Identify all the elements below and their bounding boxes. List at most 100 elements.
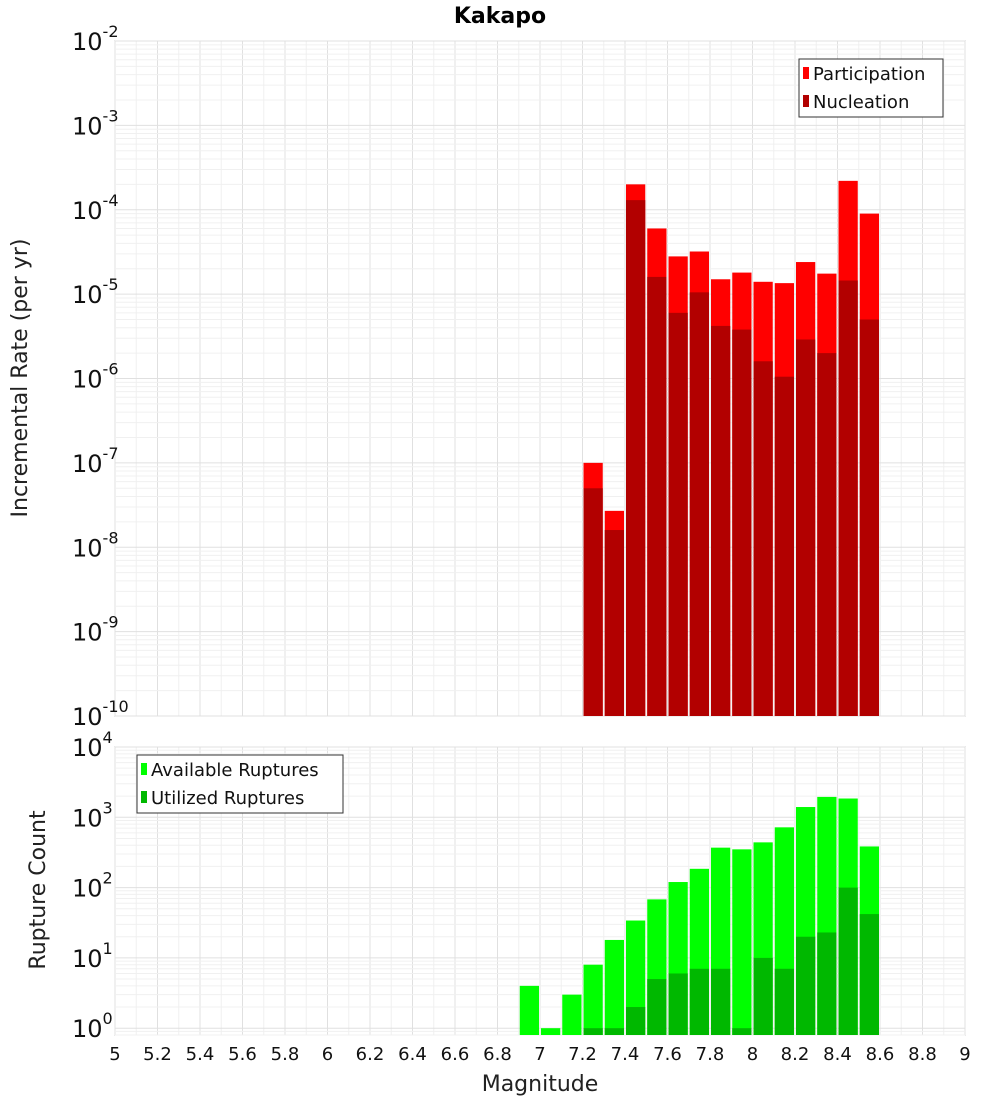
bottom-bar-utilized-ruptures — [753, 957, 773, 1035]
bottom-bar-utilized-ruptures — [711, 968, 731, 1035]
top-bar-nucleation — [859, 319, 879, 716]
top-y-tick-base: 10 — [72, 112, 103, 140]
x-tick-label: 6 — [322, 1044, 333, 1065]
bottom-bar-utilized-ruptures — [689, 968, 709, 1035]
top-legend: Participation Nucleation — [798, 58, 944, 118]
top-y-tick-label: 10-9 — [72, 613, 119, 647]
bottom-y-tick-exponent: 4 — [103, 728, 113, 747]
legend-label-participation: Participation — [813, 64, 925, 85]
x-tick-label: 8 — [747, 1044, 758, 1065]
bottom-y-tick-label: 103 — [72, 798, 113, 832]
x-tick-label: 9 — [959, 1044, 970, 1065]
x-tick-label: 5.2 — [143, 1044, 172, 1065]
top-y-tick-exponent: -2 — [103, 22, 119, 41]
top-legend-box — [798, 58, 944, 118]
x-tick-labels: 5 5.2 5.4 5.6 5.8 6 6.2 6.4 6.6 6.8 7 7.2 7.4 7.6 7.8 8… — [109, 1044, 970, 1065]
bottom-bar-utilized-ruptures — [796, 936, 816, 1035]
top-bar-nucleation — [796, 339, 816, 716]
bottom-bar-utilized-ruptures — [859, 914, 879, 1035]
legend-swatch-nucleation — [803, 95, 809, 107]
top-y-tick-base: 10 — [72, 703, 103, 731]
x-tick-label: 6.8 — [483, 1044, 512, 1065]
x-tick-label: 7.2 — [568, 1044, 597, 1065]
legend-swatch-participation — [803, 67, 809, 79]
bottom-bar-utilized-ruptures — [604, 1028, 624, 1035]
bottom-y-tick-base: 10 — [72, 1015, 103, 1043]
bottom-y-tick-label: 101 — [72, 939, 113, 973]
top-y-tick-label: 10-2 — [72, 22, 119, 56]
bottom-y-axis-label: Rupture Count — [26, 810, 51, 970]
x-tick-label: 7 — [534, 1044, 545, 1065]
top-y-tick-label: 10-5 — [72, 275, 119, 309]
top-bar-nucleation — [668, 312, 688, 716]
x-tick-label: 8.2 — [781, 1044, 810, 1065]
top-bar-nucleation — [817, 353, 837, 716]
x-tick-label: 6.6 — [441, 1044, 470, 1065]
x-tick-label: 5.4 — [186, 1044, 215, 1065]
top-y-tick-label: 10-6 — [72, 360, 119, 394]
legend-swatch-utilized-ruptures — [141, 791, 147, 803]
x-tick-label: 6.4 — [398, 1044, 427, 1065]
bottom-bar-utilized-ruptures — [647, 979, 667, 1035]
bottom-y-tick-exponent: 1 — [103, 939, 113, 958]
top-y-tick-base: 10 — [72, 450, 103, 478]
top-grid — [114, 40, 966, 717]
bottom-bar-utilized-ruptures — [668, 973, 688, 1035]
top-bar-nucleation — [774, 376, 794, 716]
bottom-bar-utilized-ruptures — [732, 1028, 752, 1035]
bottom-y-tick-label: 100 — [72, 1009, 113, 1043]
top-panel: 10-1010-910-810-710-610-510-410-310-2Par… — [72, 22, 966, 731]
bottom-bar-utilized-ruptures — [583, 1028, 603, 1035]
top-y-tick-exponent: -9 — [103, 613, 119, 632]
top-y-axis-label: Incremental Rate (per yr) — [8, 239, 33, 518]
top-bar-nucleation — [604, 530, 624, 716]
bottom-bar-available-ruptures — [732, 849, 752, 1035]
bottom-bar-available-ruptures — [626, 920, 646, 1035]
top-bar-nucleation — [838, 280, 858, 716]
top-bar-nucleation — [711, 325, 731, 716]
bottom-y-tick-base: 10 — [72, 804, 103, 832]
bottom-bar-available-ruptures — [604, 939, 624, 1035]
top-y-tick-exponent: -5 — [103, 275, 119, 294]
top-y-tick-label: 10-10 — [72, 697, 129, 731]
top-bar-nucleation — [647, 276, 667, 716]
x-tick-label: 6.2 — [356, 1044, 385, 1065]
top-bars — [583, 180, 879, 717]
bottom-y-tick-exponent: 3 — [103, 798, 113, 817]
top-y-tick-label: 10-4 — [72, 191, 119, 225]
top-y-tick-label: 10-8 — [72, 528, 119, 562]
top-y-tick-exponent: -7 — [103, 444, 119, 463]
bottom-bar-available-ruptures — [519, 985, 539, 1035]
top-y-tick-exponent: -8 — [103, 528, 119, 547]
top-y-tick-exponent: -3 — [103, 106, 119, 125]
legend-swatch-available-ruptures — [141, 763, 147, 775]
bottom-y-tick-base: 10 — [72, 734, 103, 762]
bottom-bar-available-ruptures — [583, 964, 603, 1035]
top-y-tick-label: 10-7 — [72, 444, 119, 478]
bottom-bar-available-ruptures — [562, 994, 582, 1035]
top-bar-nucleation — [732, 329, 752, 716]
x-tick-label: 8.4 — [823, 1044, 852, 1065]
top-y-tick-exponent: -6 — [103, 360, 119, 379]
legend-label-nucleation: Nucleation — [813, 92, 909, 113]
bottom-bar-available-ruptures — [541, 1028, 561, 1035]
top-y-tick-base: 10 — [72, 619, 103, 647]
bottom-legend: Available Ruptures Utilized Ruptures — [136, 754, 344, 814]
bottom-legend-box — [136, 754, 344, 814]
bottom-y-tick-base: 10 — [72, 945, 103, 973]
bottom-bar-utilized-ruptures — [838, 887, 858, 1035]
top-bar-nucleation — [583, 488, 603, 716]
x-tick-label: 7.4 — [611, 1044, 640, 1065]
x-tick-label: 7.6 — [653, 1044, 682, 1065]
top-y-tick-base: 10 — [72, 534, 103, 562]
bottom-y-tick-label: 102 — [72, 869, 113, 903]
bottom-y-tick-exponent: 2 — [103, 869, 113, 888]
legend-label-available-ruptures: Available Ruptures — [151, 760, 319, 781]
top-bar-nucleation — [626, 200, 646, 716]
bottom-bar-utilized-ruptures — [817, 932, 837, 1035]
top-y-tick-base: 10 — [72, 366, 103, 394]
x-axis-label: Magnitude — [482, 1072, 599, 1097]
bottom-bar-utilized-ruptures — [626, 1007, 646, 1035]
